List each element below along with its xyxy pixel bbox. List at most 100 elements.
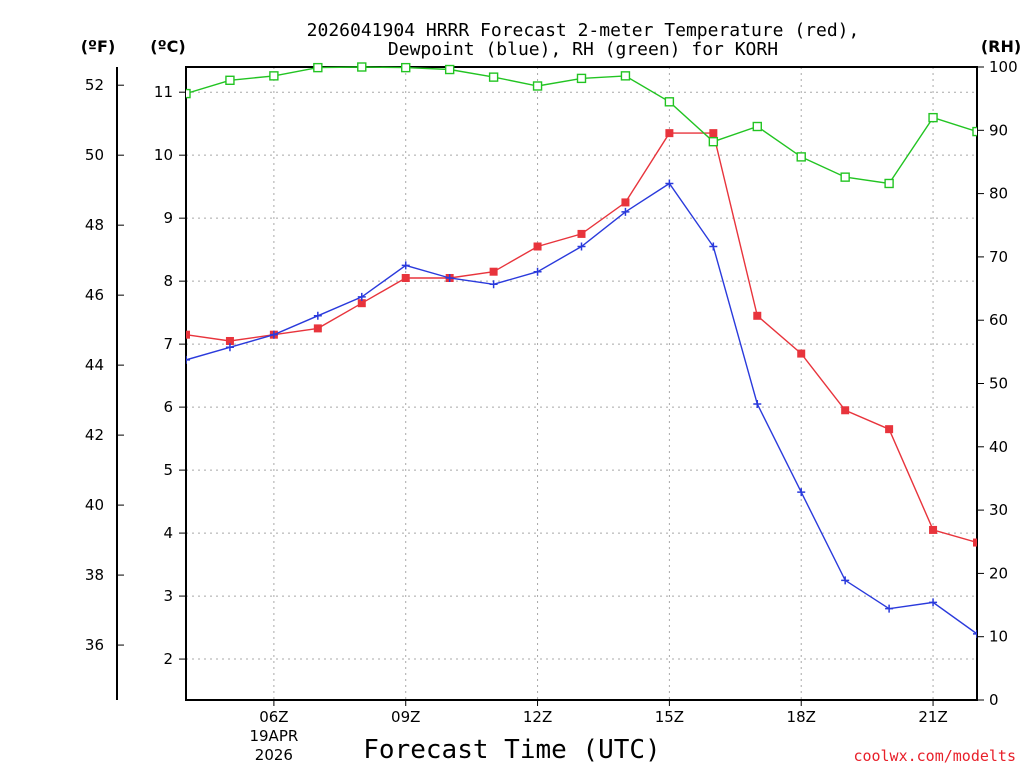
dewpoint-point [797,488,806,497]
axes: 2 3 4 5 6 7 8 9 10 11 36 38 40 42 44 46 48 50 52 0 10 20 30 40 5… [85,58,1018,764]
series-rh [186,62,977,189]
dewpoint-point [929,598,938,607]
rh-tick-label: 100 [989,58,1018,76]
dewpoint-point [841,576,850,585]
dewpoint-point [973,629,977,638]
rh-tick-label: 20 [989,564,1008,582]
fahrenheit-tick-label: 40 [85,496,104,514]
rh-point [708,136,719,147]
data-series [186,62,977,638]
temperature-point [401,274,410,282]
rh-tick-label: 30 [989,501,1008,519]
fahrenheit-tick-label: 46 [85,286,104,304]
rh-point [269,71,279,81]
x-tick-label: 15Z [655,708,684,726]
rh-tick-label: 60 [989,311,1008,329]
rh-point [928,112,938,123]
rh-tick-label: 10 [989,628,1008,646]
rh-point [664,97,675,107]
series-temperature [186,129,977,547]
fahrenheit-tick-label: 50 [85,146,104,164]
rh-point [313,62,323,73]
rh-point [444,64,455,75]
temperature-point [753,311,762,320]
celsius-tick-label: 9 [163,209,173,227]
temperature-point [709,129,718,138]
rh-point [186,88,191,99]
celsius-tick-label: 11 [154,83,173,101]
temperature-point [929,525,938,534]
rh-point [401,62,411,73]
dewpoint-point [401,261,410,270]
dewpoint-point [577,242,586,251]
rh-tick-label: 50 [989,375,1008,393]
rh-point [532,81,543,91]
rh-point [620,71,631,81]
fahrenheit-tick-label: 38 [85,566,104,584]
celsius-unit-label: (ºC) [150,37,185,56]
fahrenheit-tick-label: 42 [85,426,104,444]
temperature-point [621,198,630,207]
credit-text: coolwx.com/modelts [853,747,1016,765]
celsius-tick-label: 8 [163,272,173,290]
x-tick-label: 21Z [918,708,947,726]
rh-tick-label: 90 [989,121,1008,139]
rh-tick-label: 40 [989,438,1008,456]
rh-point [576,73,587,84]
x-tick-date-label: 2026 [255,746,293,764]
dewpoint-point [533,267,542,276]
rh-point [357,62,367,72]
dewpoint-point [885,604,894,613]
rh-point [752,121,762,132]
dewpoint-point [313,311,322,320]
fahrenheit-unit-label: (ºF) [81,37,116,56]
dewpoint-point [225,343,234,352]
celsius-tick-label: 10 [154,146,173,164]
fahrenheit-tick-label: 52 [85,76,104,94]
temperature-point [665,129,674,138]
rh-point [884,178,894,189]
rh-tick-label: 70 [989,248,1008,266]
temperature-point [313,324,322,333]
x-tick-label: 12Z [523,708,552,726]
celsius-tick-label: 7 [163,335,173,353]
rh-point [488,72,499,82]
rh-point [225,75,235,85]
rh-point [972,126,977,137]
dewpoint-point [709,242,718,251]
temperature-point [973,538,977,547]
x-tick-label: 18Z [787,708,816,726]
dewpoint-point [357,292,366,301]
x-tick-label: 06Z [259,708,288,726]
dewpoint-point [621,207,630,216]
dewpoint-point [269,330,278,339]
temperature-point [797,349,806,358]
dewpoint-point [186,355,190,364]
celsius-tick-label: 2 [163,650,173,668]
temperature-point [577,229,586,238]
fahrenheit-tick-label: 48 [85,216,104,234]
temperature-point [357,299,366,308]
temperature-point [841,406,850,415]
temperature-point [186,330,190,339]
temperature-point [533,242,542,251]
x-tick-date-label: 19APR [249,727,298,745]
rh-unit-label: (RH) [981,37,1021,56]
x-tick-label: 09Z [391,708,420,726]
temperature-point [885,425,894,434]
rh-point [796,152,806,162]
dewpoint-point [753,399,762,408]
celsius-tick-label: 3 [163,587,173,605]
fahrenheit-tick-label: 44 [85,356,104,374]
dewpoint-point [489,280,498,289]
dewpoint-point [665,179,674,188]
celsius-tick-label: 6 [163,398,173,416]
series-dewpoint [186,179,977,638]
chart-title-line-1: 2026041904 HRRR Forecast 2-meter Tempera… [307,20,860,41]
celsius-tick-label: 4 [163,524,173,542]
temperature-point [225,336,234,345]
rh-tick-label: 80 [989,185,1008,203]
x-axis-title: Forecast Time (UTC) [363,735,660,765]
